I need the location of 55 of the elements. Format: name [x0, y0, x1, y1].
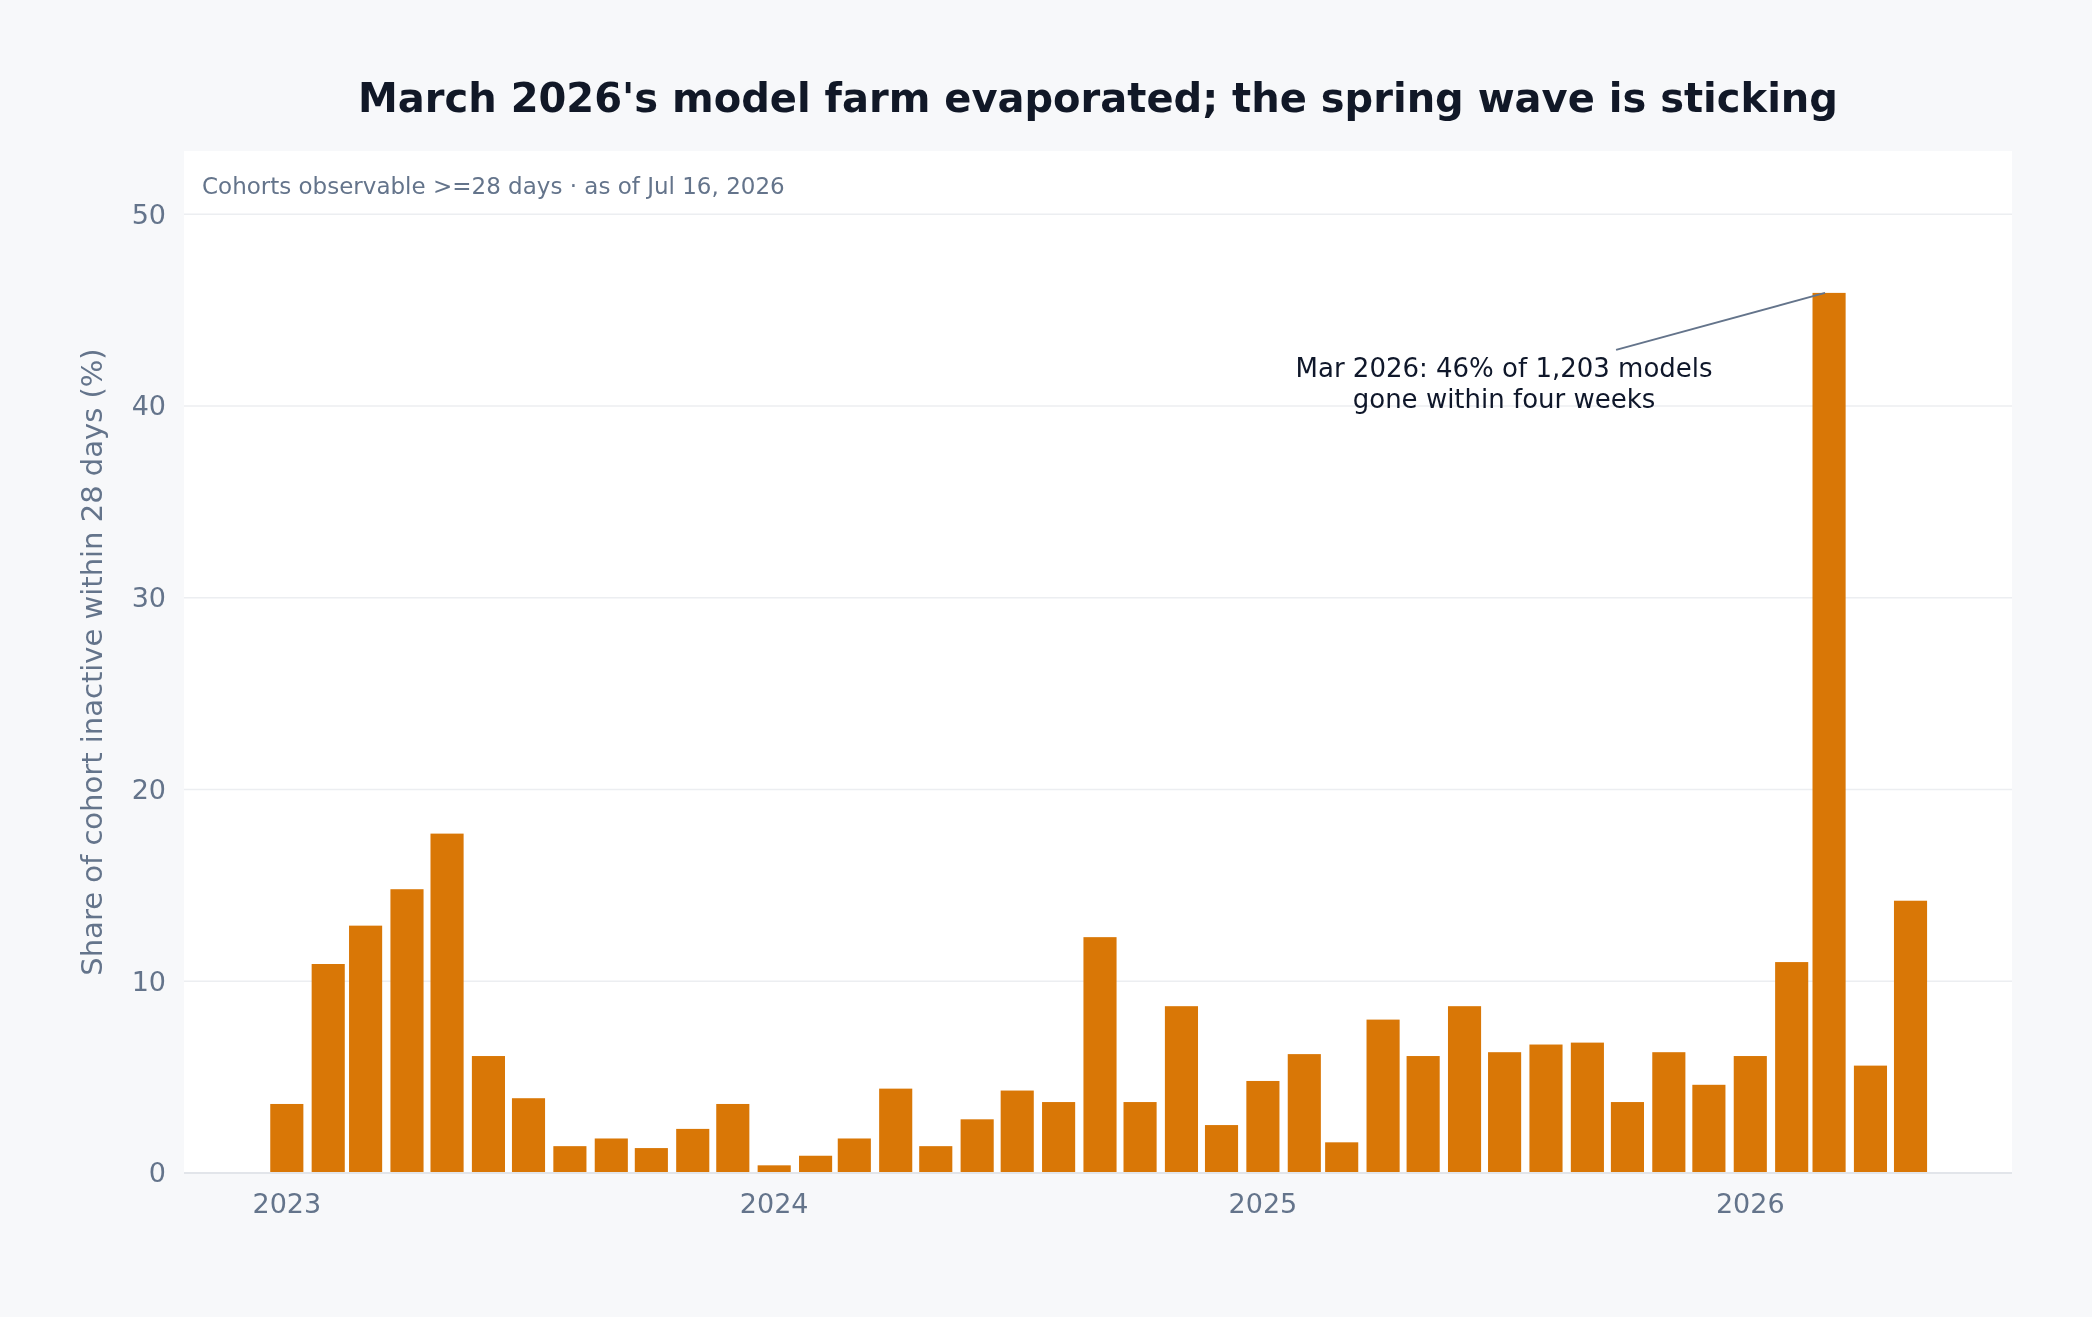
bar [757, 1165, 791, 1173]
y-tick-label: 50 [131, 198, 166, 230]
bar [879, 1088, 913, 1173]
chart-title: March 2026's model farm evaporated; the spring wave is sticking [358, 75, 1838, 121]
bar [270, 1103, 304, 1173]
bar [311, 964, 345, 1173]
bar [1204, 1125, 1239, 1173]
bar [349, 925, 383, 1173]
bar [919, 1146, 953, 1173]
x-tick-label: 2025 [1228, 1188, 1298, 1219]
bar [1733, 1056, 1767, 1173]
bar [1853, 1065, 1888, 1173]
y-tick-label: 40 [131, 390, 166, 422]
bar [1083, 937, 1117, 1173]
bar [1325, 1142, 1359, 1173]
bar [1610, 1102, 1644, 1173]
bar [471, 1056, 505, 1173]
bar [634, 1148, 668, 1173]
bar [1652, 1052, 1686, 1173]
bar [594, 1138, 628, 1173]
x-tick-label: 2023 [252, 1188, 322, 1219]
bar [837, 1138, 871, 1173]
bar [1488, 1052, 1522, 1173]
y-tick-label: 30 [131, 582, 166, 614]
bar [1812, 292, 1846, 1173]
bar [1164, 1006, 1199, 1173]
y-tick-label: 0 [148, 1157, 166, 1189]
annotation: Mar 2026: 46% of 1,203 models gone within four weeks [1295, 352, 1713, 414]
text: Cohorts observable >=28 days · as of Jul 16, 2026 [202, 173, 785, 199]
bar [1529, 1044, 1563, 1173]
bar [1366, 1019, 1400, 1173]
bar [1570, 1042, 1604, 1173]
bar [960, 1119, 994, 1173]
bar [1042, 1102, 1076, 1173]
bar [430, 833, 464, 1173]
bar [553, 1146, 587, 1173]
bar [1406, 1056, 1440, 1173]
x-tick-label: 2026 [1715, 1188, 1785, 1219]
bar [716, 1103, 750, 1173]
bar [1692, 1084, 1726, 1173]
y-axis-title: Share of cohort inactive within 28 days (%) [75, 348, 109, 976]
bar [676, 1128, 710, 1173]
y-tick-label: 20 [131, 773, 166, 805]
y-tick-label: 10 [131, 965, 166, 997]
bar [799, 1155, 833, 1173]
bar [1287, 1054, 1321, 1173]
x-tick-label: 2024 [739, 1188, 809, 1219]
bar [511, 1098, 546, 1173]
bar [1246, 1080, 1280, 1173]
bar [1123, 1102, 1157, 1173]
bar [1447, 1006, 1482, 1173]
bar [1775, 962, 1809, 1173]
bar [1893, 900, 1928, 1173]
bar [1000, 1090, 1034, 1173]
bar [390, 889, 424, 1173]
